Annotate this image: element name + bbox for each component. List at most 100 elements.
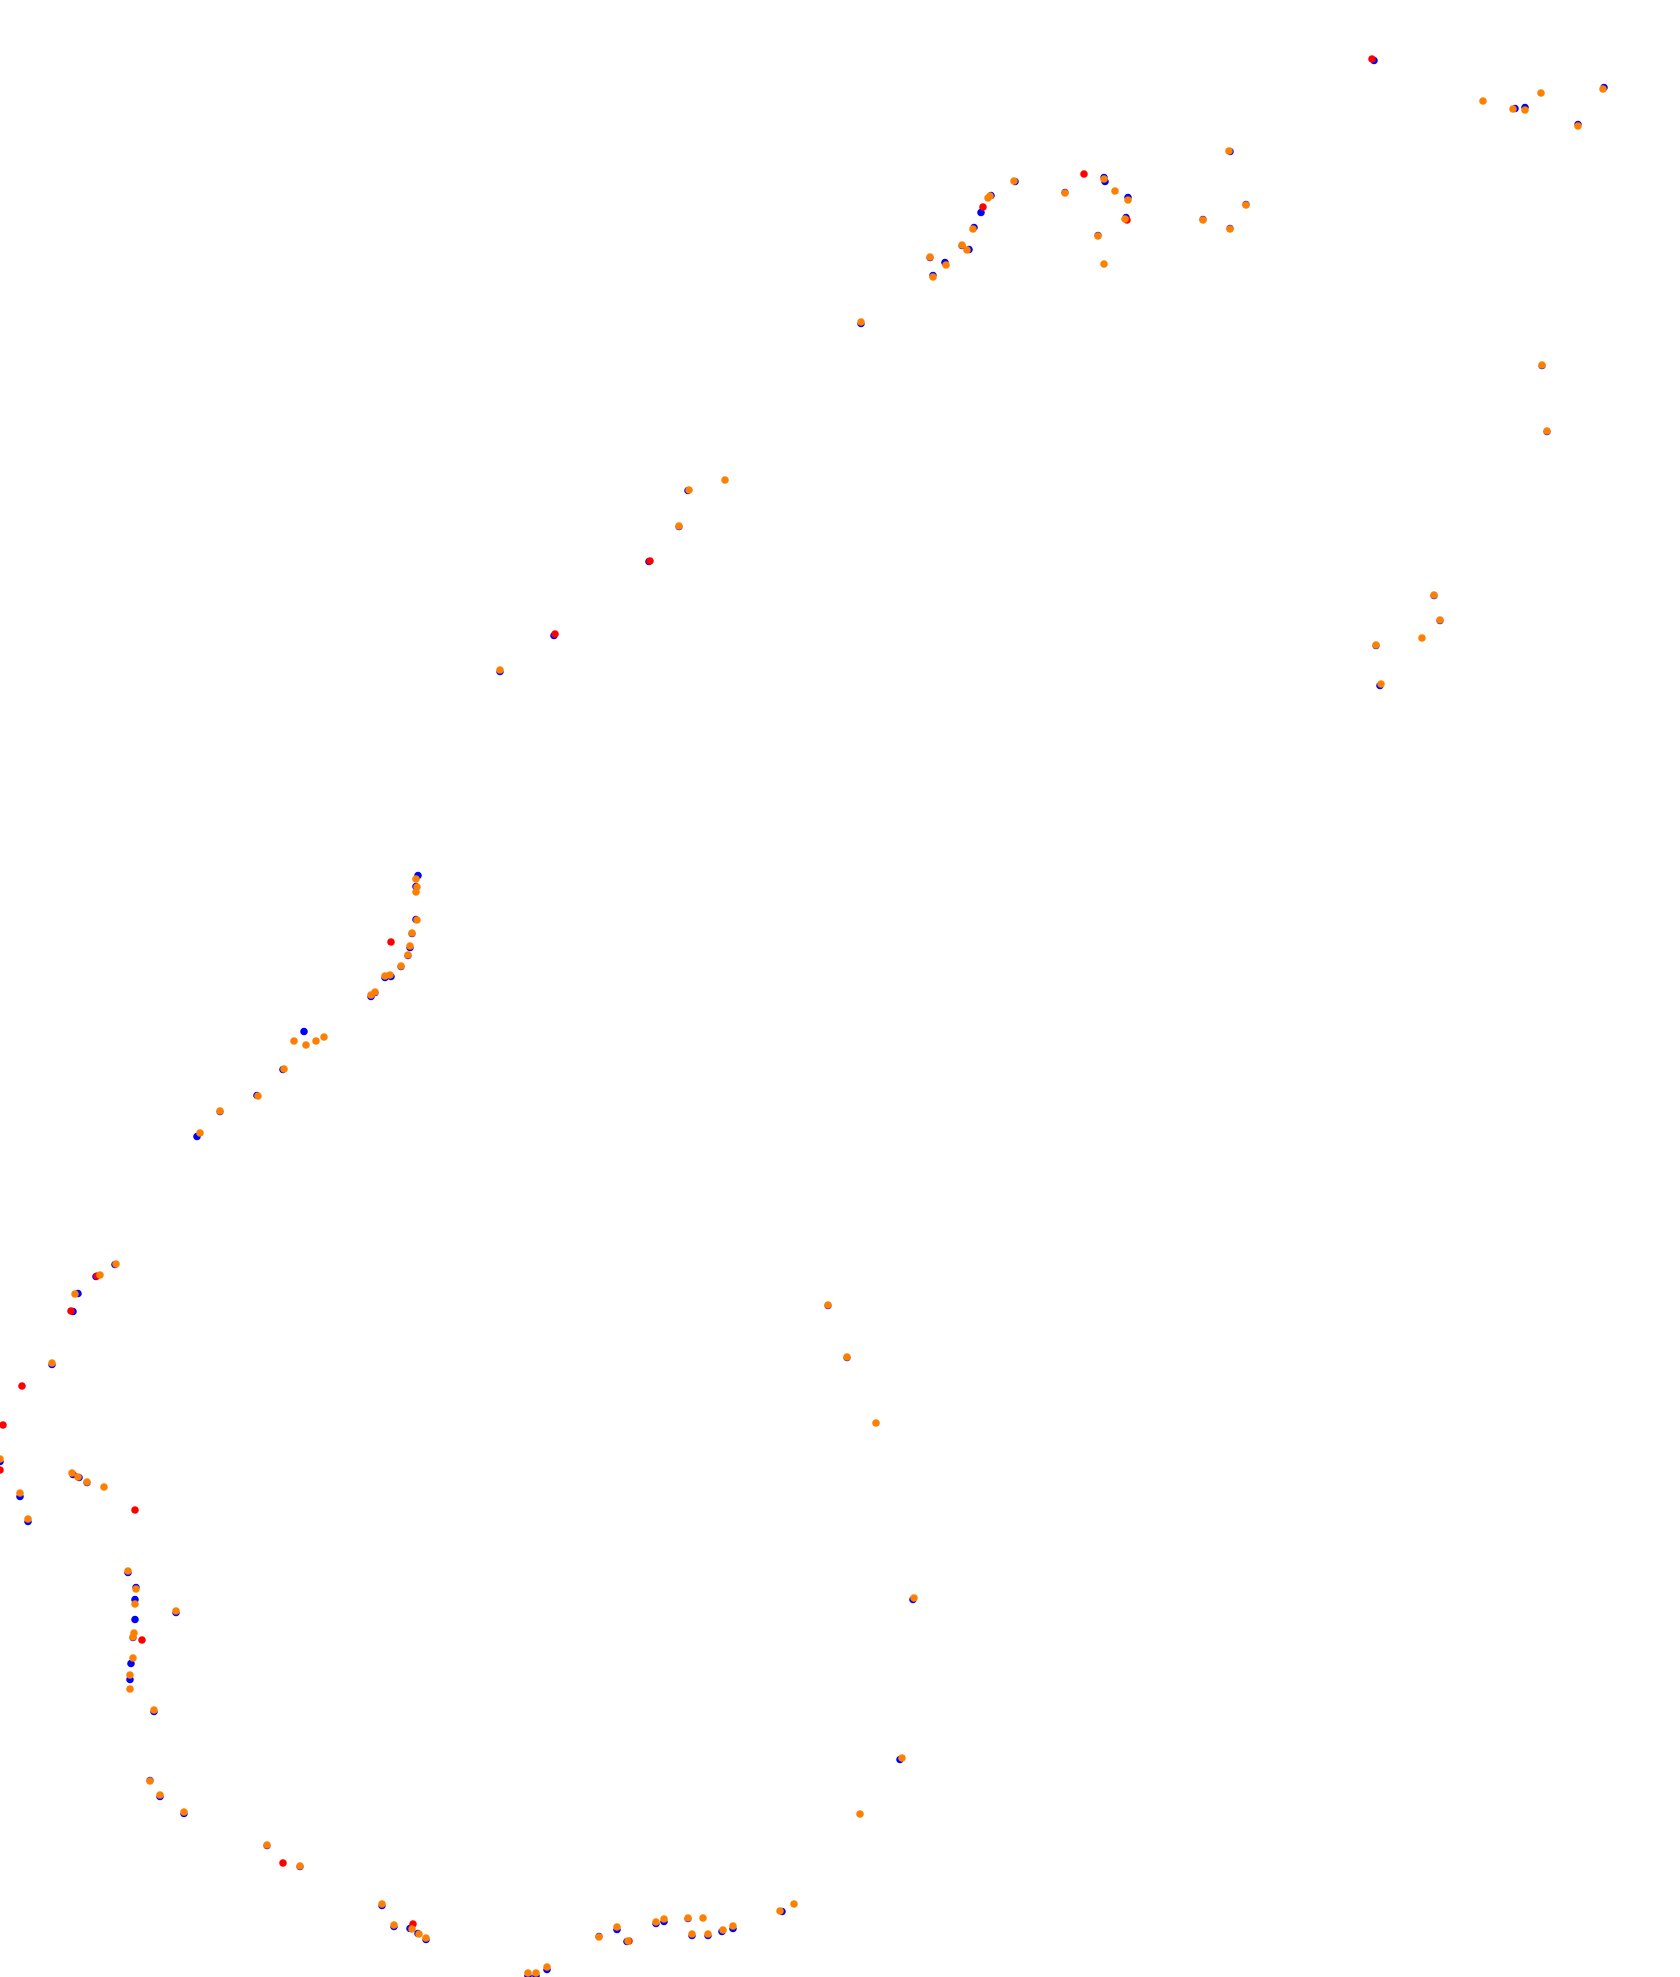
data-point	[390, 1921, 398, 1929]
data-point	[496, 666, 504, 674]
data-point	[1521, 106, 1529, 114]
data-point	[1010, 177, 1018, 185]
data-point	[969, 225, 977, 233]
data-point	[68, 1469, 76, 1477]
data-point	[18, 1382, 26, 1390]
data-point	[0, 1466, 4, 1474]
data-point	[371, 988, 379, 996]
data-point	[320, 1033, 328, 1041]
data-point	[263, 1841, 271, 1849]
data-point	[1226, 225, 1234, 233]
data-point	[1479, 97, 1487, 105]
data-point	[1094, 232, 1102, 240]
data-point	[929, 273, 937, 281]
data-point	[1372, 641, 1380, 649]
data-point	[422, 1934, 430, 1942]
data-point	[1199, 216, 1207, 224]
data-point	[279, 1859, 287, 1867]
data-point	[386, 971, 394, 979]
data-point	[524, 1969, 532, 1977]
data-point	[0, 1421, 7, 1429]
data-point	[387, 938, 395, 946]
data-point	[24, 1515, 32, 1523]
data-point	[704, 1930, 712, 1938]
data-point	[1543, 427, 1551, 435]
data-point	[551, 630, 559, 638]
data-point	[857, 318, 865, 326]
series-0	[0, 56, 1608, 1977]
data-point	[413, 883, 421, 891]
data-point	[312, 1037, 320, 1045]
data-point	[1599, 85, 1607, 93]
data-point	[100, 1483, 108, 1491]
data-point	[300, 1027, 308, 1036]
data-point	[613, 1923, 621, 1931]
data-point	[719, 1926, 727, 1934]
data-point	[67, 1307, 75, 1315]
data-point	[1121, 215, 1129, 223]
data-point	[406, 942, 414, 950]
data-point	[721, 476, 729, 484]
data-point	[412, 875, 420, 883]
data-point	[112, 1260, 120, 1268]
data-point	[126, 1671, 134, 1679]
data-point	[408, 1925, 416, 1933]
data-point	[150, 1706, 158, 1714]
data-point	[843, 1353, 851, 1361]
data-point	[156, 1791, 164, 1799]
data-point	[790, 1900, 798, 1908]
data-point	[1100, 175, 1108, 183]
data-point	[83, 1478, 91, 1486]
data-point	[824, 1301, 832, 1309]
data-point	[1436, 616, 1444, 624]
data-point	[290, 1037, 298, 1045]
data-point	[624, 1937, 632, 1945]
series-1	[0, 55, 1376, 1945]
data-point	[1225, 147, 1233, 155]
data-point	[910, 1594, 918, 1602]
data-point	[1509, 105, 1517, 113]
data-point	[595, 1933, 603, 1941]
data-point	[415, 1930, 423, 1938]
data-point	[986, 192, 994, 200]
data-point	[688, 1930, 696, 1938]
data-point	[254, 1092, 262, 1100]
data-point	[684, 1914, 692, 1922]
data-point	[1242, 201, 1250, 209]
data-point	[1111, 187, 1119, 195]
data-point	[48, 1359, 56, 1367]
data-point	[652, 1918, 660, 1926]
data-point	[378, 1900, 386, 1908]
series-2	[0, 85, 1607, 1977]
data-point	[1377, 680, 1385, 688]
data-point	[856, 1810, 864, 1818]
data-point	[408, 929, 416, 937]
data-point	[958, 241, 966, 249]
data-point	[131, 1506, 139, 1514]
data-point	[926, 253, 934, 261]
data-point	[180, 1808, 188, 1816]
data-point	[132, 1585, 140, 1593]
data-point	[146, 1777, 154, 1785]
data-point	[404, 951, 412, 959]
data-point	[1418, 634, 1426, 642]
data-point	[646, 557, 654, 565]
data-point	[1124, 196, 1132, 204]
data-point	[532, 1969, 540, 1977]
data-point	[1080, 170, 1088, 178]
data-point	[1537, 89, 1545, 97]
data-point	[74, 1473, 82, 1481]
data-point	[129, 1654, 137, 1662]
data-point	[543, 1963, 551, 1971]
data-point	[413, 916, 421, 924]
data-point	[126, 1685, 134, 1693]
data-point	[979, 203, 987, 211]
data-point	[296, 1862, 304, 1870]
data-point	[942, 261, 950, 269]
data-point	[963, 246, 971, 254]
data-point	[1061, 189, 1069, 197]
data-point	[1430, 591, 1438, 599]
data-point	[1100, 260, 1108, 268]
data-point	[172, 1607, 180, 1615]
